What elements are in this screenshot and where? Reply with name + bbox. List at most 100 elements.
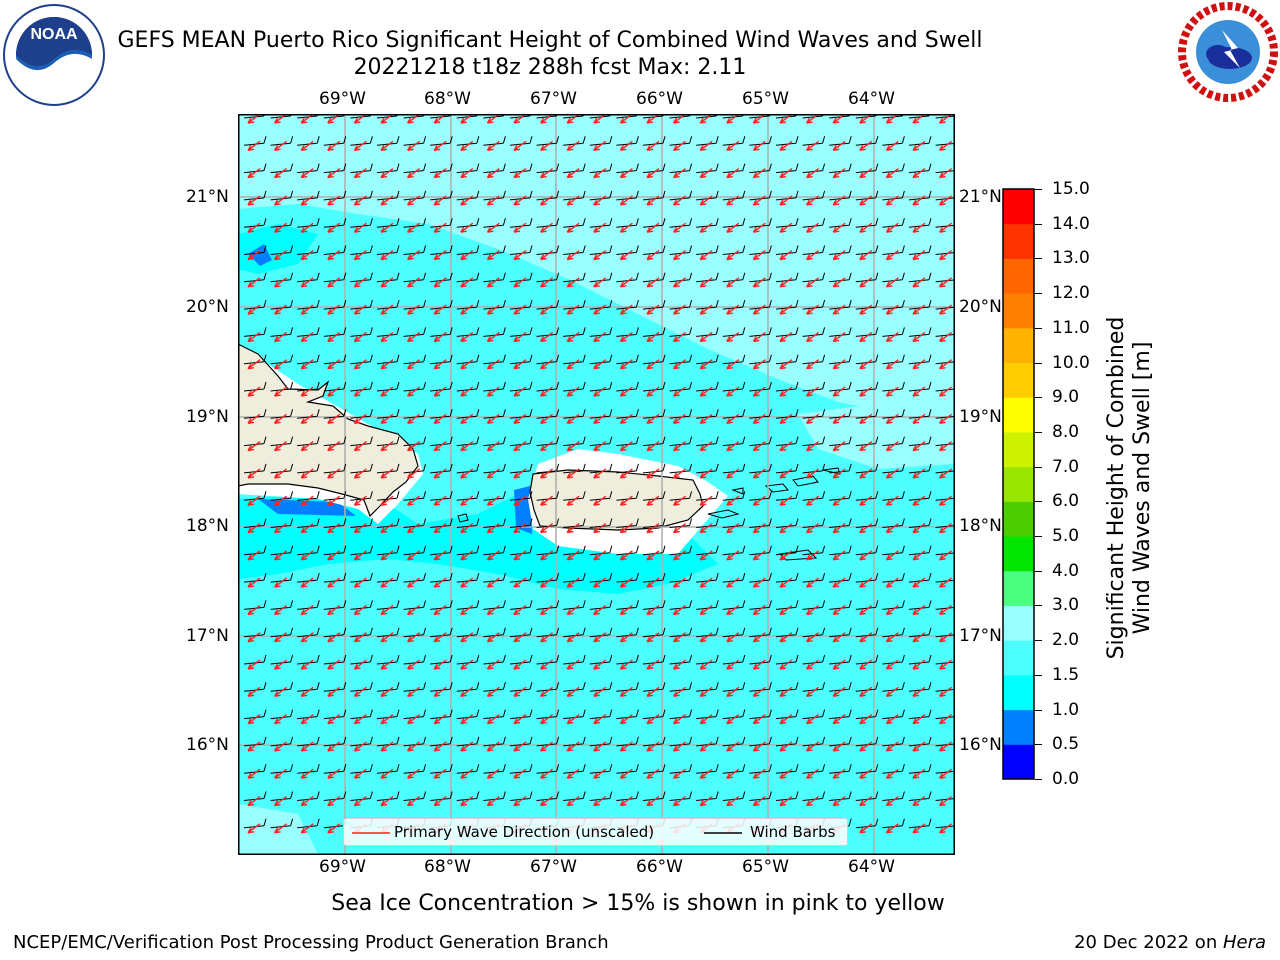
wave-direction-arrow <box>779 495 793 506</box>
wave-direction-arrow <box>593 304 607 315</box>
wave-direction-arrow <box>380 386 394 397</box>
wind-barb <box>908 627 932 638</box>
wind-barb <box>775 463 799 474</box>
wind-barb <box>270 682 294 692</box>
wind-barb <box>642 491 666 501</box>
colorbar-tick-mark <box>1035 293 1042 295</box>
colorbar-segment <box>1003 744 1034 780</box>
wave-direction-arrow <box>486 386 500 397</box>
lat-label-right-clip: 18°N <box>959 516 1003 536</box>
wave-direction-arrow <box>300 168 314 179</box>
wind-barb <box>829 163 852 174</box>
wind-barb <box>323 163 347 174</box>
wave-direction-arrow <box>619 659 633 670</box>
wave-direction-arrow <box>885 140 899 151</box>
wave-direction-arrow <box>539 659 554 670</box>
wind-barb <box>243 272 267 283</box>
wave-direction-arrow <box>832 714 846 725</box>
wind-barb <box>855 736 879 747</box>
wave-direction-arrow <box>353 522 367 534</box>
wave-direction-arrow <box>433 714 447 725</box>
wave-direction-arrow <box>539 550 554 561</box>
colorbar-tick-mark <box>1035 536 1042 538</box>
wind-barb <box>243 436 267 447</box>
wave-direction-arrow <box>566 522 580 534</box>
wind-barb <box>456 491 480 501</box>
colorbar-segment <box>1003 605 1034 641</box>
wind-barb <box>642 518 666 528</box>
wind-barb <box>297 572 320 583</box>
wave-direction-arrow <box>859 714 873 725</box>
wind-barb <box>908 818 932 829</box>
colorbar-tick-label: 11.0 <box>1052 317 1090 338</box>
wind-barb <box>882 299 905 310</box>
legend-wave-label: Primary Wave Direction (unscaled) <box>394 823 655 841</box>
wind-barb <box>323 299 347 310</box>
wind-barb <box>270 163 294 174</box>
colorbar-segment <box>1003 709 1034 745</box>
wave-direction-arrow <box>566 304 580 315</box>
wind-barb <box>376 764 400 774</box>
wave-direction-arrow <box>460 522 474 534</box>
wind-barb <box>749 381 772 392</box>
wind-barb <box>243 709 267 720</box>
wave-direction-arrow <box>646 195 660 206</box>
wind-barb <box>589 491 613 501</box>
wind-barb <box>829 709 852 720</box>
wave-direction-arrow <box>672 686 687 697</box>
wave-direction-arrow <box>619 168 633 179</box>
wave-direction-arrow <box>832 140 846 151</box>
wind-barb <box>270 600 294 610</box>
light-band-southwest <box>238 804 318 854</box>
wind-barb <box>589 627 613 638</box>
wind-barb <box>456 299 480 310</box>
wave-direction-arrow <box>938 604 953 616</box>
wind-barb <box>243 654 267 665</box>
wave-direction-arrow <box>938 495 953 506</box>
wind-barb <box>802 682 826 692</box>
lon-label-top: 65°W <box>742 89 789 109</box>
wind-barb <box>456 272 480 283</box>
wave-direction-arrow <box>859 249 873 261</box>
wind-barb <box>509 245 533 255</box>
wave-direction-arrow <box>273 795 288 807</box>
wind-barb <box>376 545 400 556</box>
wind-barb <box>829 627 852 638</box>
wave-direction-arrow <box>566 386 580 397</box>
wind-barb <box>403 327 427 337</box>
wind-barb <box>908 409 932 419</box>
wave-direction-arrow <box>805 468 820 479</box>
wave-direction-arrow <box>300 495 314 506</box>
lat-label-left: 18°N <box>186 516 229 536</box>
wave-direction-arrow <box>513 795 527 807</box>
wave-direction-arrow <box>273 304 288 315</box>
wind-barb <box>456 327 480 337</box>
wave-direction-arrow <box>938 577 953 588</box>
wind-barb <box>642 764 666 774</box>
colorbar-tick-label: 7.0 <box>1052 456 1080 477</box>
lon-label-top: 64°W <box>848 89 895 109</box>
colorbar-tick-label: 8.0 <box>1052 421 1080 442</box>
wave-direction-arrow <box>912 604 926 616</box>
wind-barb <box>509 764 533 774</box>
wave-direction-arrow <box>273 359 288 370</box>
wind-barb <box>563 572 586 583</box>
wave-direction-arrow <box>273 768 288 779</box>
colorbar-segment <box>1003 223 1034 259</box>
wave-direction-arrow <box>619 795 633 807</box>
wind-barb <box>882 136 905 146</box>
wave-direction-arrow <box>699 468 713 479</box>
wave-direction-arrow <box>805 495 820 506</box>
wave-direction-arrow <box>726 632 740 643</box>
wave-direction-arrow <box>832 522 846 534</box>
wave-direction-arrow <box>406 632 421 643</box>
wave-direction-arrow <box>912 659 926 670</box>
wave-direction-arrow <box>859 495 873 506</box>
wind-barb <box>403 245 427 255</box>
wind-barb <box>403 381 427 392</box>
wave-direction-arrow <box>726 686 740 697</box>
wind-barb <box>509 791 533 801</box>
wave-direction-arrow <box>327 277 341 288</box>
wave-direction-arrow <box>327 550 341 561</box>
wind-barb <box>696 491 719 501</box>
